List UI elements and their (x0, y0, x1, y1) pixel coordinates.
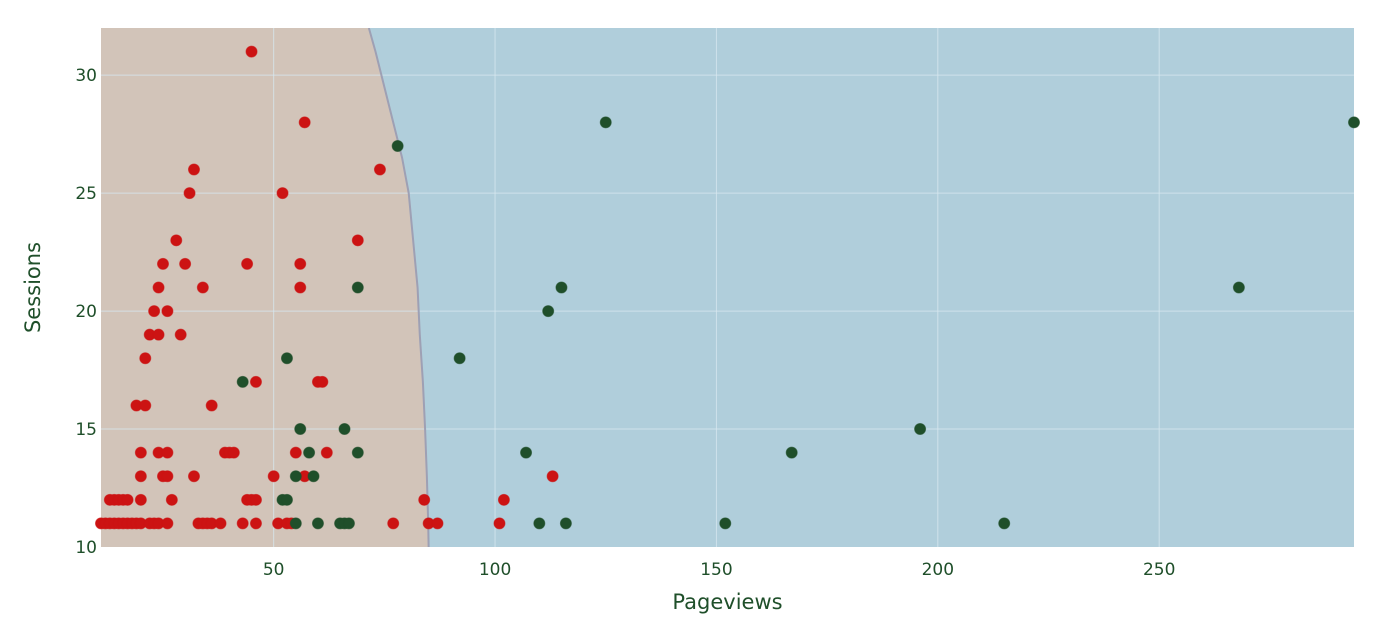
data-point-green (303, 446, 316, 459)
data-point-green (998, 517, 1011, 530)
x-tick-label: 150 (700, 560, 732, 580)
data-point-red (316, 375, 329, 388)
data-point-red (387, 517, 400, 530)
data-point-red (294, 257, 307, 270)
data-point-green (719, 517, 732, 530)
data-point-red (183, 187, 196, 200)
data-point-red (351, 234, 364, 247)
data-point-red (161, 470, 174, 483)
data-point-red (174, 328, 187, 341)
data-point-red (241, 257, 254, 270)
data-point-green (311, 517, 324, 530)
data-point-red (249, 375, 262, 388)
data-point-green (559, 517, 572, 530)
data-point-red (205, 399, 218, 412)
data-point-green (307, 470, 320, 483)
y-tick-label: 10 (75, 538, 97, 558)
data-point-red (187, 470, 200, 483)
series-green (236, 116, 1360, 530)
data-point-red (431, 517, 444, 530)
data-point-red (148, 305, 161, 318)
data-point-red (276, 187, 289, 200)
data-point-red (320, 446, 333, 459)
data-point-green (555, 281, 568, 294)
data-point-red (196, 281, 209, 294)
x-tick-label: 100 (479, 560, 511, 580)
data-point-red (267, 470, 280, 483)
data-point-green (338, 423, 351, 436)
data-point-red (373, 163, 386, 176)
data-point-red (161, 446, 174, 459)
data-point-red (493, 517, 506, 530)
decision-boundary (367, 28, 430, 547)
y-axis-title: Sessions (21, 242, 45, 333)
data-point-red (134, 470, 147, 483)
data-point-green (453, 352, 466, 365)
data-point-green (342, 517, 355, 530)
data-point-red (497, 493, 510, 506)
data-point-red (134, 446, 147, 459)
data-point-red (134, 493, 147, 506)
data-point-red (289, 446, 302, 459)
data-point-red (121, 493, 134, 506)
x-axis-title: Pageviews (672, 590, 782, 614)
data-point-red (139, 399, 152, 412)
data-point-red (214, 517, 227, 530)
data-point-green (520, 446, 533, 459)
region-inner (101, 28, 429, 547)
data-point-green (542, 305, 555, 318)
data-point-red (249, 493, 262, 506)
data-point-green (289, 517, 302, 530)
y-tick-label: 25 (75, 184, 97, 204)
data-point-green (533, 517, 546, 530)
data-point-red (249, 517, 262, 530)
data-point-green (391, 139, 404, 152)
data-point-green (289, 470, 302, 483)
data-point-red (227, 446, 240, 459)
data-point-green (351, 281, 364, 294)
x-tick-label: 50 (263, 560, 285, 580)
data-point-red (294, 281, 307, 294)
data-point-green (280, 493, 293, 506)
data-point-red (165, 493, 178, 506)
data-point-green (1232, 281, 1245, 294)
x-tick-label: 250 (1143, 560, 1175, 580)
data-point-green (280, 352, 293, 365)
data-point-red (161, 305, 174, 318)
data-point-green (294, 423, 307, 436)
data-point-green (914, 423, 927, 436)
gridlines (101, 28, 1354, 547)
y-tick-label: 20 (75, 302, 97, 322)
data-point-red (152, 328, 165, 341)
data-point-red (139, 352, 152, 365)
data-point-green (236, 375, 249, 388)
data-point-red (187, 163, 200, 176)
data-point-green (1348, 116, 1360, 129)
data-point-red (418, 493, 431, 506)
data-point-red (245, 45, 258, 58)
data-point-green (351, 446, 364, 459)
data-point-green (785, 446, 798, 459)
data-point-green (599, 116, 612, 129)
y-tick-label: 15 (75, 420, 97, 440)
x-tick-label: 200 (922, 560, 954, 580)
data-point-red (161, 517, 174, 530)
data-point-red (236, 517, 249, 530)
data-point-red (156, 257, 169, 270)
data-point-red (298, 116, 311, 129)
series-red (95, 45, 559, 530)
data-point-red (546, 470, 559, 483)
data-point-red (152, 281, 165, 294)
y-tick-label: 30 (75, 66, 97, 86)
data-point-red (179, 257, 192, 270)
data-point-red (170, 234, 183, 247)
